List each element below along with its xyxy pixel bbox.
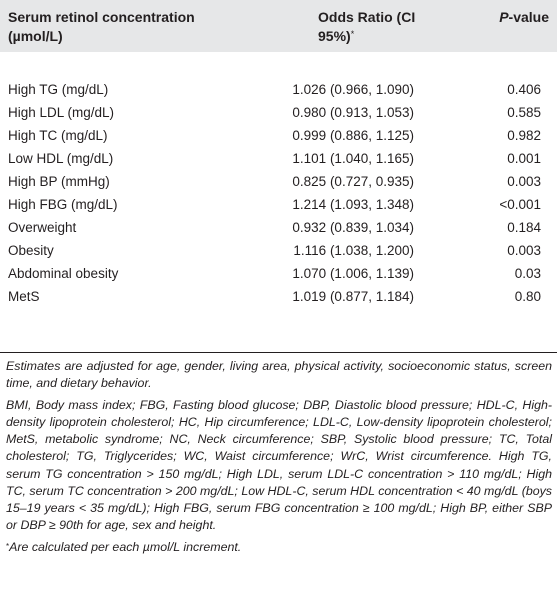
row-p-value: 0.585 bbox=[507, 105, 541, 120]
table-row: High BP (mmHg) 0.825 (0.727, 0.935) 0.003 bbox=[0, 170, 557, 193]
row-label: MetS bbox=[8, 289, 40, 304]
header-odds-ratio: Odds Ratio (CI 95%)* bbox=[250, 0, 462, 52]
row-label: Obesity bbox=[8, 243, 54, 258]
table-row: MetS 1.019 (0.877, 1.184) 0.80 bbox=[0, 285, 557, 308]
table-notes: Estimates are adjusted for age, gender, … bbox=[0, 352, 557, 556]
footnote-text: Are calculated per each µmol/L increment… bbox=[9, 539, 242, 554]
table-row: High TG (mg/dL) 1.026 (0.966, 1.090) 0.406 bbox=[0, 78, 557, 101]
row-odds-ratio: 1.101 (1.040, 1.165) bbox=[292, 151, 414, 166]
note-adjustment: Estimates are adjusted for age, gender, … bbox=[6, 359, 552, 391]
header-p-italic: P bbox=[499, 9, 509, 25]
footnote-mark: * bbox=[6, 541, 10, 551]
row-label: Abdominal obesity bbox=[8, 266, 119, 281]
table-body: High TG (mg/dL) 1.026 (0.966, 1.090) 0.406… bbox=[0, 52, 557, 308]
notes-divider bbox=[0, 352, 557, 353]
note-footnote: *Are calculated per each µmol/L incremen… bbox=[6, 539, 552, 556]
row-label: High TG (mg/dL) bbox=[8, 82, 109, 97]
row-p-value: <0.001 bbox=[499, 197, 541, 212]
row-odds-ratio: 0.932 (0.839, 1.034) bbox=[292, 220, 414, 235]
row-odds-ratio: 1.070 (1.006, 1.139) bbox=[292, 266, 414, 281]
row-odds-ratio: 0.825 (0.727, 0.935) bbox=[292, 174, 414, 189]
header-p-value: P-value bbox=[462, 0, 557, 52]
row-p-value: 0.184 bbox=[507, 220, 541, 235]
table-row: Low HDL (mg/dL) 1.101 (1.040, 1.165) 0.001 bbox=[0, 147, 557, 170]
odds-ratio-table: Serum retinol concentration (µmol/L) Odd… bbox=[0, 0, 557, 308]
row-odds-ratio: 0.980 (0.913, 1.053) bbox=[292, 105, 414, 120]
row-odds-ratio: 1.116 (1.038, 1.200) bbox=[293, 243, 414, 258]
row-p-value: 0.003 bbox=[507, 243, 541, 258]
row-label: Low HDL (mg/dL) bbox=[8, 151, 114, 166]
table-row: Abdominal obesity 1.070 (1.006, 1.139) 0.0… bbox=[0, 262, 557, 285]
row-p-value: 0.03 bbox=[514, 266, 541, 281]
row-label: High BP (mmHg) bbox=[8, 174, 110, 189]
table-row: High TC (mg/dL) 0.999 (0.886, 1.125) 0.982 bbox=[0, 124, 557, 147]
row-odds-ratio: 1.026 (0.966, 1.090) bbox=[292, 82, 414, 97]
table-row: High LDL (mg/dL) 0.980 (0.913, 1.053) 0.58… bbox=[0, 101, 557, 124]
row-p-value: 0.406 bbox=[507, 82, 541, 97]
table-row: Overweight 0.932 (0.839, 1.034) 0.184 bbox=[0, 216, 557, 239]
row-odds-ratio: 1.019 (0.877, 1.184) bbox=[292, 289, 414, 304]
header-odds-ratio-label: Odds Ratio (CI 95%) bbox=[318, 9, 416, 44]
row-label: Overweight bbox=[8, 220, 77, 235]
table-header: Serum retinol concentration (µmol/L) Odd… bbox=[0, 0, 557, 52]
header-p-rest: -value bbox=[508, 9, 549, 25]
row-p-value: 0.003 bbox=[507, 174, 541, 189]
row-p-value: 0.001 bbox=[507, 151, 541, 166]
row-odds-ratio: 1.214 (1.093, 1.348) bbox=[292, 197, 414, 212]
note-abbreviations: BMI, Body mass index; FBG, Fasting blood… bbox=[6, 398, 552, 532]
header-odds-ratio-mark: * bbox=[350, 29, 355, 39]
row-label: High FBG (mg/dL) bbox=[8, 197, 118, 212]
row-label: High TC (mg/dL) bbox=[8, 128, 108, 143]
row-p-value: 0.982 bbox=[507, 128, 541, 143]
row-p-value: 0.80 bbox=[514, 289, 541, 304]
row-odds-ratio: 0.999 (0.886, 1.125) bbox=[292, 128, 414, 143]
row-label: High LDL (mg/dL) bbox=[8, 105, 115, 120]
header-serum-retinol: Serum retinol concentration (µmol/L) bbox=[0, 0, 250, 52]
table-row: High FBG (mg/dL) 1.214 (1.093, 1.348) <0.0… bbox=[0, 193, 557, 216]
table-row: Obesity 1.116 (1.038, 1.200) 0.003 bbox=[0, 239, 557, 262]
